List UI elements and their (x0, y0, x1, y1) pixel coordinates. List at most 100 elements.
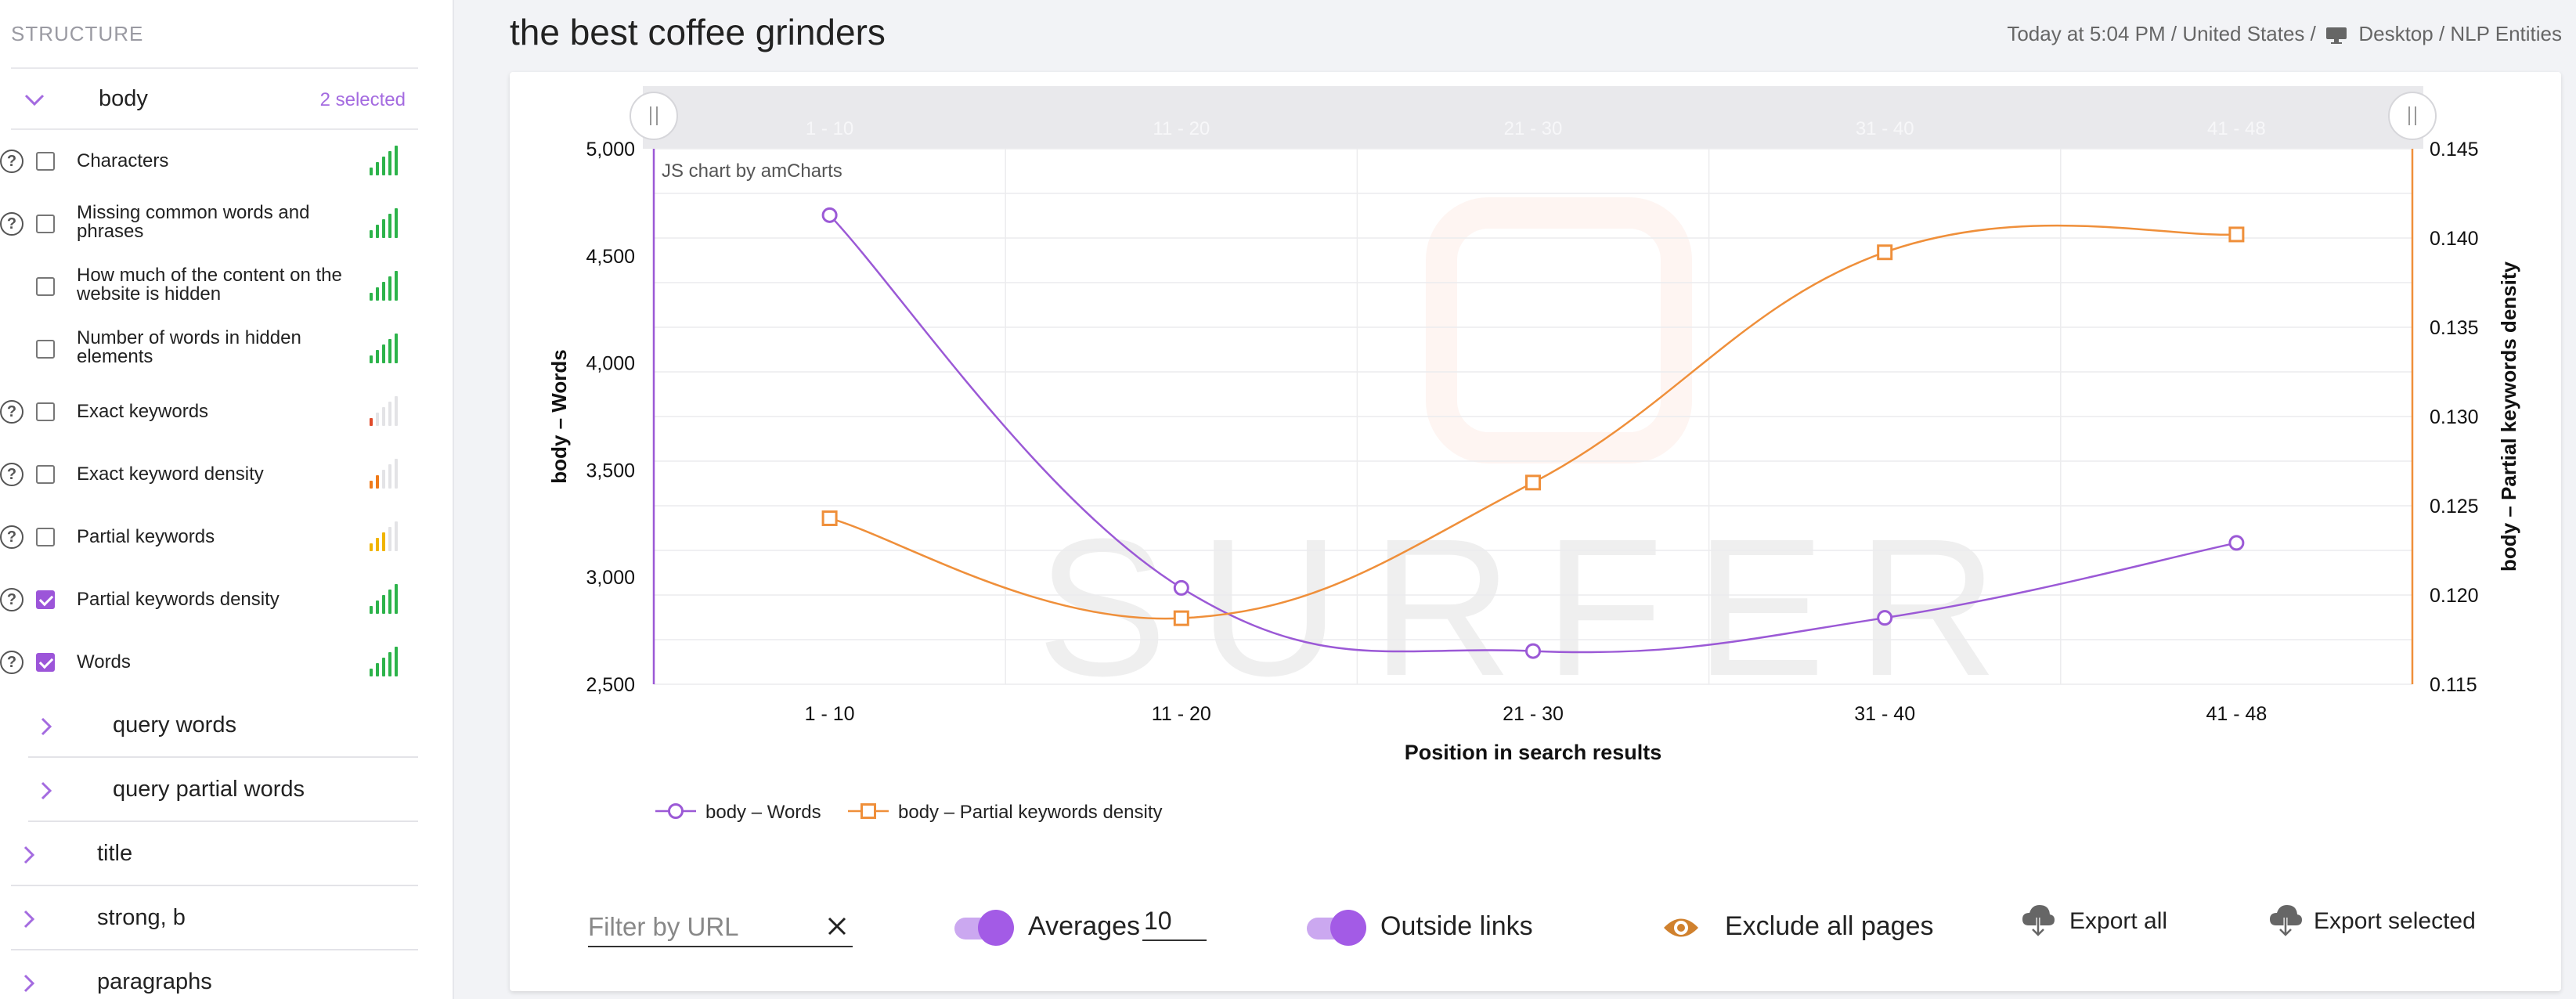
metric-row[interactable]: ? Exact keyword density (0, 443, 407, 506)
metric-checkbox[interactable] (36, 277, 55, 296)
y-left-tick-label: 4,000 (586, 353, 635, 375)
metric-row[interactable]: ? Partial keywords density (0, 568, 407, 631)
export-all-button[interactable]: Export all (2069, 908, 2168, 934)
averages-input[interactable]: 10 (1142, 902, 1207, 941)
chevron-right-icon[interactable] (39, 714, 53, 743)
help-icon[interactable]: ? (0, 651, 23, 674)
y-right-tick-label: 0.115 (2430, 674, 2477, 696)
report-meta: Today at 5:04 PM / United States / Deskt… (2007, 22, 2562, 46)
exclude-all-pages-button[interactable]: Exclude all pages (1725, 911, 1934, 941)
data-point-circle (821, 207, 838, 223)
y-right-tick-label: 0.125 (2430, 496, 2479, 518)
help-icon[interactable]: ? (0, 400, 23, 424)
chevron-right-icon[interactable] (39, 778, 53, 807)
metric-checkbox[interactable] (36, 340, 55, 359)
metric-checkbox[interactable] (36, 528, 55, 546)
sidebar-group-label: body (99, 86, 148, 111)
sidebar-group-label: query partial words (113, 777, 305, 802)
metric-checkbox[interactable] (36, 402, 55, 421)
help-icon[interactable]: ? (0, 588, 23, 611)
data-point-circle (1877, 610, 1893, 626)
sidebar-subgroup[interactable]: query words (28, 695, 418, 758)
page-title: the best coffee grinders (510, 12, 886, 52)
data-point-circle (2228, 535, 2245, 551)
range-scrollbar (643, 86, 2423, 149)
metric-row[interactable]: ? Missing common words and phrases (0, 193, 407, 255)
y-right-tick-label: 0.130 (2430, 406, 2479, 428)
signal-strength-icon (370, 584, 402, 614)
watermark-text: SURFER (1037, 498, 2029, 716)
outside-links-toggle[interactable] (1307, 910, 1366, 946)
data-point-square (821, 510, 838, 526)
legend-marker-circle (668, 803, 684, 819)
sidebar-group[interactable]: title (11, 824, 418, 886)
scrollbar-grip-handle[interactable] (2388, 92, 2437, 140)
clear-filter-icon[interactable] (826, 911, 848, 944)
sidebar-group[interactable]: paragraphs (11, 952, 418, 999)
signal-strength-icon (370, 396, 402, 426)
cloud-download-icon[interactable] (2268, 902, 2303, 938)
signal-strength-icon (370, 459, 402, 489)
metric-checkbox[interactable] (36, 152, 55, 171)
y-right-axis-title: body – Partial keywords density (2497, 261, 2520, 572)
help-icon[interactable]: ? (0, 150, 23, 173)
signal-strength-icon (370, 334, 402, 363)
metric-row[interactable]: Number of words in hidden elements (0, 318, 407, 380)
signal-strength-icon (370, 521, 402, 551)
metric-checkbox[interactable] (36, 465, 55, 484)
export-selected-button[interactable]: Export selected (2314, 908, 2476, 934)
desktop-icon (2326, 27, 2347, 45)
y-left-tick-label: 4,500 (586, 246, 635, 268)
help-icon[interactable]: ? (0, 463, 23, 486)
x-tick-label: 1 - 10 (805, 703, 855, 725)
help-icon[interactable]: ? (0, 212, 23, 236)
filter-url-field[interactable] (588, 907, 853, 947)
metric-row[interactable]: How much of the content on the website i… (0, 255, 407, 318)
data-point-circle (1173, 579, 1189, 596)
sidebar: STRUCTURE body 2 selected ? Characters? Mi… (0, 0, 454, 999)
scrollbar-label: 1 - 10 (806, 118, 853, 139)
y-right-tick-label: 0.135 (2430, 317, 2479, 339)
meta-suffix: Desktop / NLP Entities (2358, 22, 2562, 45)
sidebar-group-label: title (97, 841, 133, 866)
averages-toggle[interactable] (954, 910, 1014, 946)
x-tick-label: 21 - 30 (1503, 703, 1564, 725)
x-tick-label: 11 - 20 (1152, 703, 1211, 725)
scrollbar-label: 21 - 30 (1504, 118, 1563, 139)
metric-checkbox[interactable] (36, 653, 55, 672)
signal-strength-icon (370, 146, 402, 175)
series-line-words (828, 214, 2237, 654)
legend-label[interactable]: body – Words (705, 802, 821, 823)
metric-label: Words (77, 651, 131, 673)
chart-credit: JS chart by amCharts (662, 160, 842, 182)
sidebar-group[interactable]: strong, b (11, 888, 418, 950)
chevron-right-icon[interactable] (22, 842, 36, 871)
y-right-tick-label: 0.120 (2430, 585, 2479, 607)
scrollbar-grip-handle[interactable] (630, 92, 678, 140)
averages-label: Averages (1028, 911, 1141, 941)
sidebar-subgroup[interactable]: query partial words (28, 759, 418, 822)
metric-row[interactable]: ? Partial keywords (0, 506, 407, 568)
eye-icon[interactable] (1662, 914, 1700, 941)
chevron-right-icon[interactable] (22, 971, 36, 999)
metric-row[interactable]: ? Characters (0, 130, 407, 193)
scrollbar-label: 41 - 48 (2207, 118, 2266, 139)
metric-row[interactable]: ? Exact keywords (0, 380, 407, 443)
metric-checkbox[interactable] (36, 215, 55, 233)
metric-checkbox[interactable] (36, 590, 55, 609)
cloud-download-icon[interactable] (2021, 902, 2055, 938)
chart-card: 1 - 10 11 - 20 21 - 30 31 - 40 41 - 48 SURFER… (510, 72, 2561, 991)
sidebar-group-body[interactable]: body 2 selected (11, 67, 418, 130)
chevron-right-icon[interactable] (22, 907, 36, 936)
legend-label[interactable]: body – Partial keywords density (898, 802, 1163, 823)
help-icon[interactable]: ? (0, 525, 23, 549)
x-tick-label: 31 - 40 (1854, 703, 1915, 725)
metric-label: Partial keywords density (77, 589, 280, 610)
y-right-tick-label: 0.140 (2430, 228, 2479, 250)
metric-row[interactable]: ? Words (0, 631, 407, 694)
x-axis-title: Position in search results (1405, 741, 1662, 764)
x-tick-label: 41 - 48 (2206, 703, 2267, 725)
chevron-down-icon[interactable] (23, 88, 45, 114)
data-point-square (1173, 610, 1189, 626)
filter-url-input[interactable] (588, 911, 807, 943)
